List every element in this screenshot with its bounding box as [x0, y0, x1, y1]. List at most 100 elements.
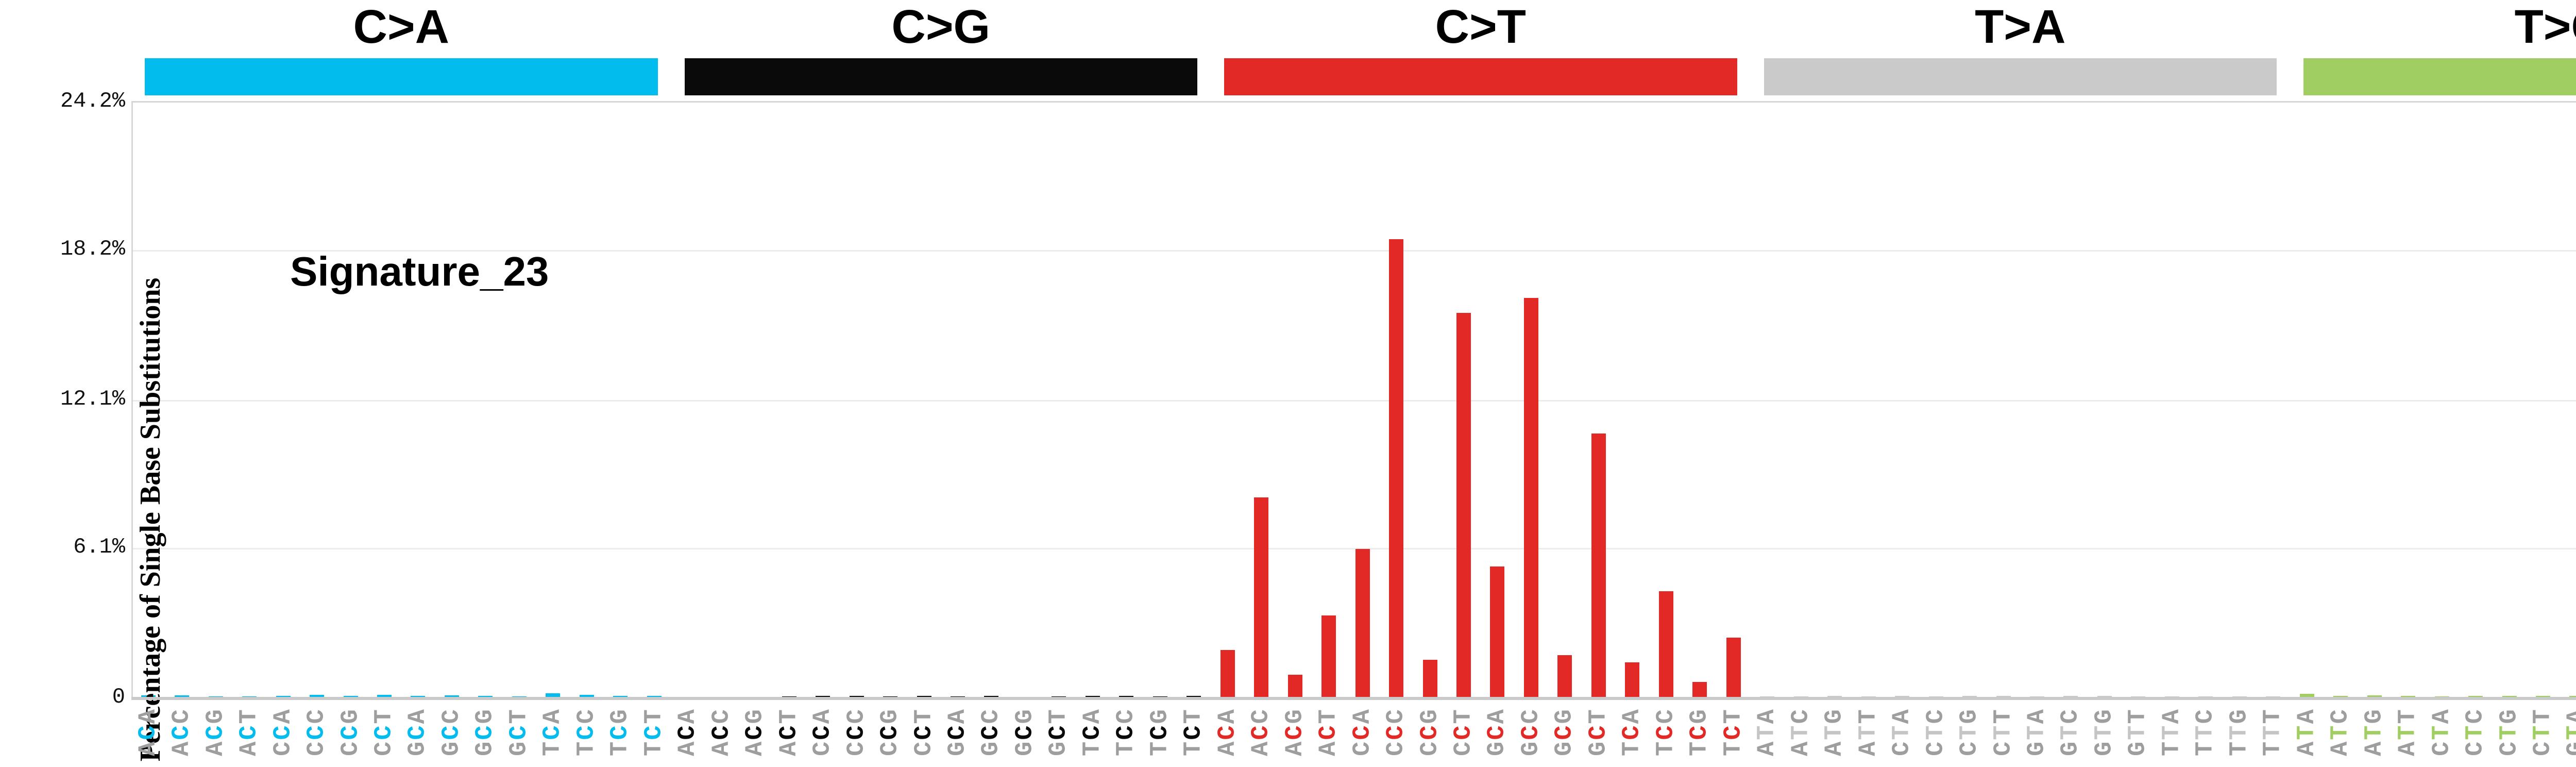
bar-C>T-ACG [1287, 675, 1302, 697]
page-title: Signature_23 [290, 248, 549, 294]
x-tick-label-C>T-TCC: TCC [1652, 708, 1680, 756]
bar-C>T-GCG [1557, 655, 1572, 697]
bar-C>T-ACT [1321, 615, 1336, 697]
x-tick-label-C>A-ACT: ACT [235, 708, 263, 756]
grid-line-18.2% [133, 249, 2576, 252]
x-tick-label-T>A-TTG: TTG [2226, 708, 2253, 756]
x-tick-label-C>A-CCG: CCG [337, 708, 365, 756]
bar-T>A-TTG [2232, 696, 2247, 697]
bar-T>A-CTG [1962, 696, 1977, 697]
x-tick-label-C>G-GCC: GCC [977, 708, 1005, 756]
x-tick-label-T>C-CTC: CTC [2462, 708, 2489, 756]
x-tick-label-C>T-GCT: GCT [1585, 708, 1613, 756]
x-tick-label-C>T-GCA: GCA [1483, 708, 1511, 756]
section-label-C>G: C>G [891, 0, 991, 53]
x-tick-label-C>G-CCT: CCT [910, 708, 938, 756]
bar-C>A-GCT [512, 696, 527, 697]
bar-T>A-CTA [1895, 696, 1910, 697]
x-tick-label-C>G-CCC: CCC [843, 708, 871, 756]
bar-T>A-TTA [2164, 696, 2179, 697]
bar-C>A-GCA [411, 695, 426, 697]
x-tick-label-C>A-ACA: ACA [134, 708, 162, 756]
x-tick-label-T>A-GTT: GTT [2124, 708, 2152, 756]
bar-T>A-TTT [2266, 696, 2281, 697]
bar-C>T-CCA [1355, 549, 1370, 697]
x-tick-label-C>A-CCA: CCA [269, 708, 297, 756]
bar-C>T-GCC [1523, 298, 1538, 697]
bar-C>G-CCA [816, 696, 831, 697]
bar-T>A-ATT [1861, 696, 1876, 697]
x-tick-label-C>G-CCG: CCG [876, 708, 904, 756]
bar-T>A-CTT [1996, 696, 2011, 697]
bar-T>C-CTT [2536, 696, 2551, 697]
y-tick-label: 24.2% [60, 89, 125, 113]
x-tick-label-C>A-GCG: GCG [471, 708, 499, 756]
x-tick-label-T>A-GTA: GTA [2023, 708, 2051, 756]
bar-C>A-TCA [546, 693, 561, 697]
x-tick-label-T>C-ATG: ATG [2361, 708, 2388, 756]
x-tick-label-C>A-GCA: GCA [404, 708, 432, 756]
bar-C>A-TCG [613, 696, 628, 697]
x-tick-label-C>A-ACC: ACC [168, 708, 196, 756]
bar-C>A-CCC [310, 695, 325, 697]
x-tick-label-T>A-TTA: TTA [2158, 708, 2186, 756]
bar-C>T-TCA [1625, 662, 1640, 697]
x-tick-label-T>C-GTA: GTA [2563, 708, 2576, 756]
bar-T>A-GTT [2131, 696, 2146, 697]
bar-T>C-ATC [2333, 696, 2348, 697]
bar-C>G-CCG [883, 696, 898, 697]
bar-C>G-ACT [782, 696, 796, 697]
x-tick-label-T>C-CTT: CTT [2529, 708, 2557, 756]
bar-T>C-ATA [2299, 694, 2314, 697]
x-tick-label-C>A-CCC: CCC [303, 708, 331, 756]
bar-C>T-GCA [1490, 566, 1505, 697]
x-tick-label-C>T-GCG: GCG [1551, 708, 1579, 756]
section-band-T>A [1764, 58, 2277, 95]
x-tick-label-T>A-TTC: TTC [2192, 708, 2219, 756]
y-tick-label: 12.1% [60, 387, 125, 411]
x-tick-label-T>A-ATG: ATG [1821, 708, 1849, 756]
x-tick-label-C>G-ACA: ACA [674, 708, 702, 756]
bar-C>A-CCT [377, 694, 392, 697]
x-tick-label-T>A-CTG: CTG [1956, 708, 1984, 756]
bar-T>A-GTG [2097, 696, 2112, 697]
section-band-C>T [1224, 58, 1737, 95]
bar-C>A-CCA [276, 696, 291, 697]
bar-C>G-TCT [1187, 696, 1201, 697]
x-tick-label-T>A-CTC: CTC [1922, 708, 1950, 756]
x-tick-label-C>G-ACT: ACT [775, 708, 803, 756]
bar-C>A-TCT [647, 696, 662, 697]
y-tick-label: 6.1% [73, 534, 125, 559]
x-tick-label-T>A-CTA: CTA [1888, 708, 1916, 756]
bar-C>A-ACC [175, 695, 190, 697]
x-tick-label-C>T-CCC: CCC [1382, 708, 1410, 756]
x-tick-label-C>A-TCC: TCC [573, 708, 601, 756]
section-band-T>C [2303, 58, 2576, 95]
bar-T>C-ATG [2367, 695, 2382, 697]
bar-T>A-ATG [1827, 696, 1842, 697]
x-tick-label-T>A-CTT: CTT [1990, 708, 2018, 756]
bar-C>T-ACA [1220, 650, 1235, 697]
bar-C>T-CCG [1422, 660, 1437, 697]
bar-C>T-GCT [1591, 433, 1606, 697]
x-tick-label-C>A-TCA: TCA [539, 708, 567, 756]
x-tick-label-C>T-TCG: TCG [1686, 708, 1714, 756]
x-tick-label-C>T-TCA: TCA [1618, 708, 1646, 756]
bar-C>A-CCG [343, 696, 358, 697]
x-tick-label-C>T-ACC: ACC [1247, 708, 1275, 756]
x-tick-label-C>T-TCT: TCT [1720, 708, 1748, 756]
x-tick-label-C>T-ACT: ACT [1315, 708, 1343, 756]
bar-C>G-TCG [1153, 696, 1167, 697]
x-tick-label-C>G-GCA: GCA [944, 708, 972, 756]
bar-T>A-ATA [1760, 696, 1775, 697]
section-label-T>A: T>A [1975, 0, 2066, 53]
x-axis-baseline [131, 697, 2576, 700]
bar-C>T-TCG [1692, 682, 1707, 697]
x-tick-label-T>A-GTG: GTG [2091, 708, 2119, 756]
bar-T>A-GTA [2029, 696, 2044, 697]
section-label-C>T: C>T [1435, 0, 1526, 53]
x-tick-label-C>G-TCT: TCT [1180, 708, 1208, 756]
bar-C>A-ACT [242, 696, 257, 697]
bar-T>C-CTG [2502, 696, 2517, 697]
